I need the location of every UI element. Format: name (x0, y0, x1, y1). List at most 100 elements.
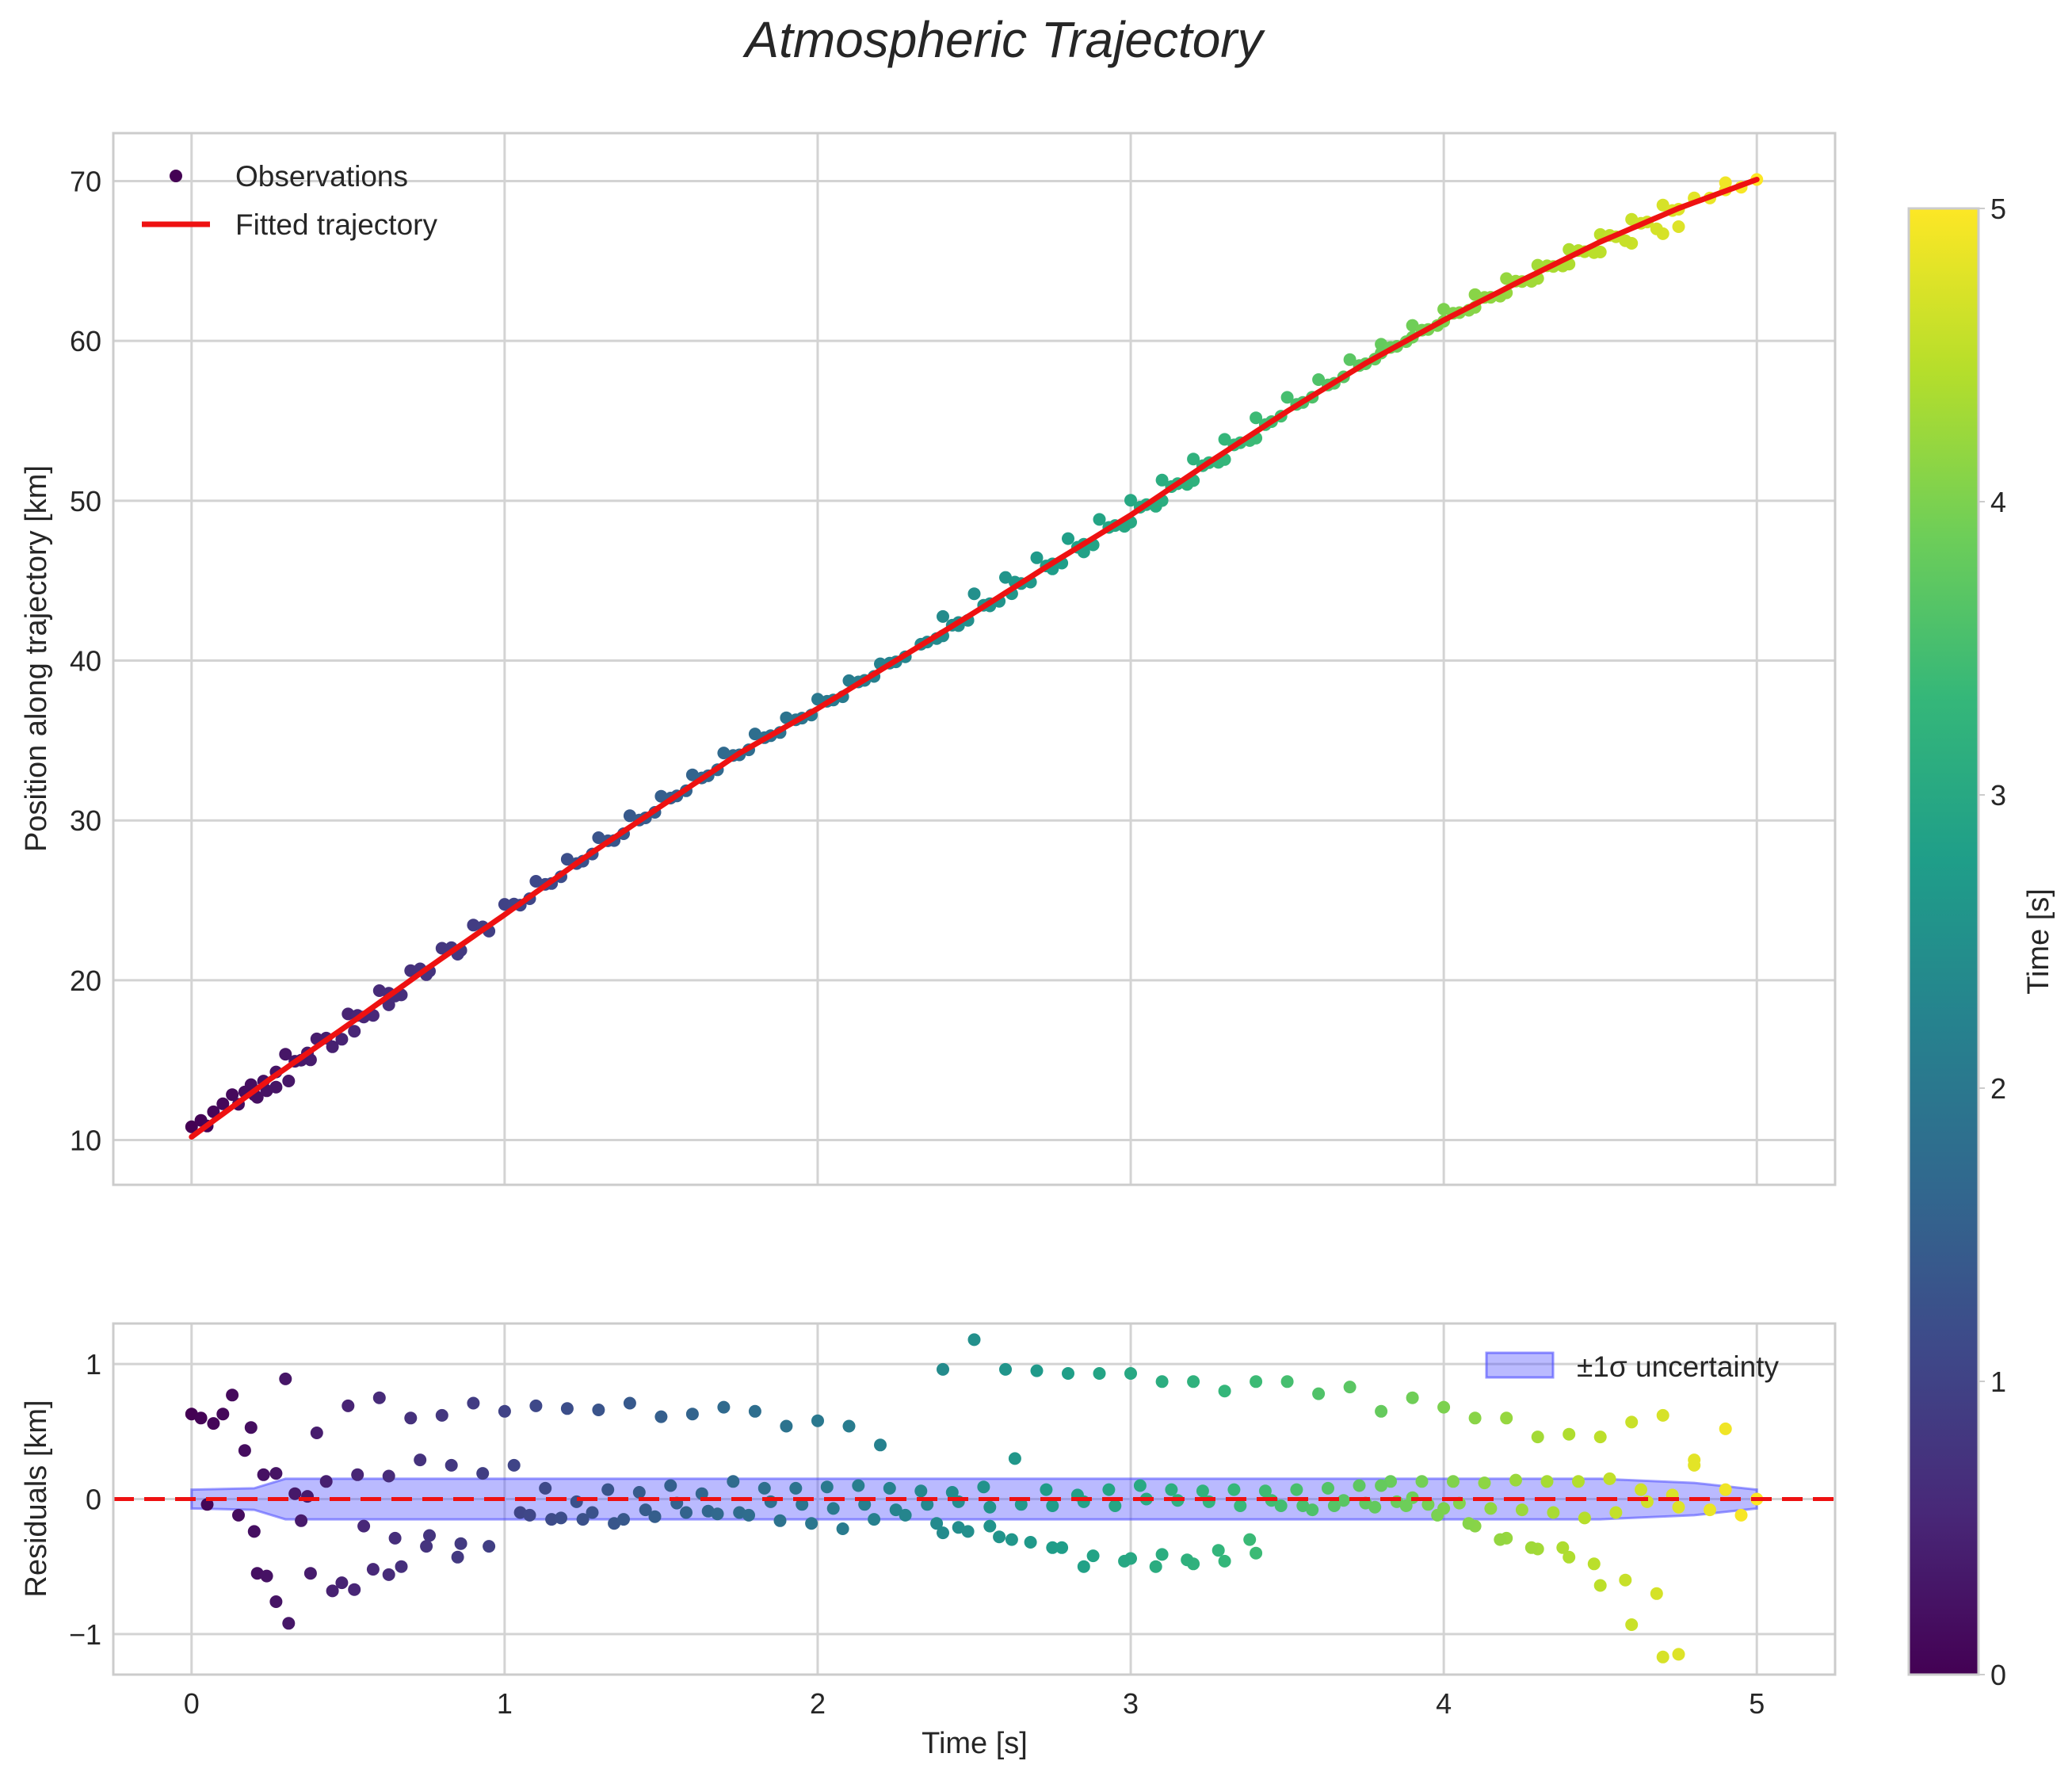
residual-point (226, 1388, 239, 1402)
residual-point (805, 1517, 818, 1530)
residual-point (883, 1481, 896, 1495)
residual-point (1274, 1499, 1288, 1512)
observation-point (937, 609, 949, 623)
top-legend: Observations Fitted trajectory (142, 160, 437, 241)
residual-point (695, 1487, 708, 1500)
residual-point (1587, 1557, 1601, 1571)
observation-point (282, 1075, 296, 1087)
observation-point (326, 1040, 339, 1053)
residual-point (685, 1408, 699, 1421)
residual-point (1375, 1479, 1388, 1492)
residual-point (310, 1427, 323, 1439)
residual-point (820, 1480, 834, 1494)
residual-point (1478, 1476, 1491, 1490)
residual-point (789, 1481, 803, 1495)
residual-point (1704, 1503, 1716, 1517)
top-y-tick-label: 20 (70, 964, 101, 997)
residual-point (216, 1408, 230, 1421)
x-tick-labels: 0 1 2 3 4 5 (184, 1687, 1765, 1720)
residual-point (1672, 1500, 1685, 1514)
residual-points (185, 1333, 1764, 1663)
colorbar-label: Time [s] (2022, 888, 2055, 995)
residual-point (617, 1513, 630, 1526)
residual-point (945, 1486, 959, 1499)
residual-point (780, 1419, 793, 1433)
residual-point (238, 1444, 251, 1457)
residual-point (372, 1391, 386, 1404)
observation-point (269, 1080, 283, 1094)
observation-point (207, 1105, 220, 1118)
bottom-panel-frame (112, 1322, 1837, 1676)
residual-point (483, 1540, 496, 1553)
residual-point (351, 1468, 364, 1481)
residual-point (348, 1583, 361, 1596)
residual-point (1118, 1554, 1131, 1568)
residual-point (773, 1514, 787, 1527)
residual-point (1719, 1422, 1732, 1435)
residual-point (937, 1362, 949, 1376)
residual-point (1462, 1517, 1475, 1530)
observation-point (1280, 391, 1294, 404)
residual-point (326, 1584, 339, 1598)
colorbar: 0 1 2 3 4 5 Time [s] (1907, 193, 2055, 1691)
bottom-y-tick-labels: −1 0 1 (69, 1348, 101, 1651)
observation-point (279, 1048, 292, 1061)
residual-point (1227, 1483, 1241, 1496)
top-panel: 10 20 30 40 50 60 70 Position along trajectory… (20, 132, 1837, 1186)
residual-point (1468, 1411, 1482, 1425)
residual-point (388, 1531, 402, 1545)
residual-point (1625, 1415, 1639, 1429)
residual-point (1024, 1536, 1037, 1549)
residual-point (1062, 1367, 1074, 1380)
residual-point (382, 1469, 395, 1483)
observation-point (780, 711, 793, 724)
residual-point (1055, 1541, 1069, 1554)
bottom-y-tick-label: 0 (86, 1484, 101, 1516)
residual-point (1656, 1650, 1669, 1663)
colorbar-tick-labels: 0 1 2 3 4 5 (1979, 193, 2006, 1691)
observation-point (842, 674, 856, 687)
residual-point (889, 1503, 902, 1517)
residual-point (1030, 1364, 1044, 1377)
observation-point (654, 789, 668, 803)
observation-point (1672, 220, 1685, 233)
residual-point (1250, 1375, 1263, 1388)
legend-uncertainty-label: ±1σ uncertainty (1577, 1350, 1779, 1383)
x-tick-label: 0 (184, 1687, 200, 1720)
observation-point (1250, 411, 1263, 425)
colorbar-gradient (1907, 207, 1980, 1676)
residual-point (796, 1498, 809, 1511)
residual-point (1187, 1375, 1200, 1388)
observation-point (404, 964, 418, 977)
residual-point (1353, 1479, 1366, 1492)
residual-point (1650, 1587, 1663, 1600)
residual-point (1609, 1506, 1623, 1519)
top-y-tick-label: 70 (70, 166, 101, 198)
residual-point (1133, 1479, 1147, 1492)
residual-point (269, 1467, 283, 1480)
residual-point (874, 1438, 887, 1452)
residual-point (303, 1567, 317, 1580)
residual-point (921, 1498, 934, 1511)
residual-point (601, 1483, 615, 1496)
residual-point (1155, 1375, 1169, 1388)
residual-point (507, 1458, 521, 1472)
top-y-tick-label: 50 (70, 485, 101, 518)
residual-point (1719, 1483, 1732, 1496)
residual-point (930, 1517, 944, 1530)
residual-point (1290, 1483, 1303, 1496)
bottom-legend: ±1σ uncertainty (1485, 1350, 1779, 1383)
residual-point (1635, 1483, 1647, 1496)
residual-point (1155, 1548, 1169, 1561)
residual-point (1102, 1483, 1116, 1496)
residual-point (435, 1408, 448, 1422)
residual-point (1337, 1494, 1350, 1507)
residual-point (1046, 1541, 1059, 1554)
x-tick-label: 5 (1749, 1687, 1765, 1720)
residual-point (1218, 1554, 1231, 1568)
residual-point (523, 1508, 536, 1522)
top-y-tick-labels: 10 20 30 40 50 60 70 (70, 166, 101, 1157)
residual-point (420, 1540, 433, 1553)
observation-point (1312, 373, 1326, 386)
residual-point (1243, 1533, 1257, 1546)
